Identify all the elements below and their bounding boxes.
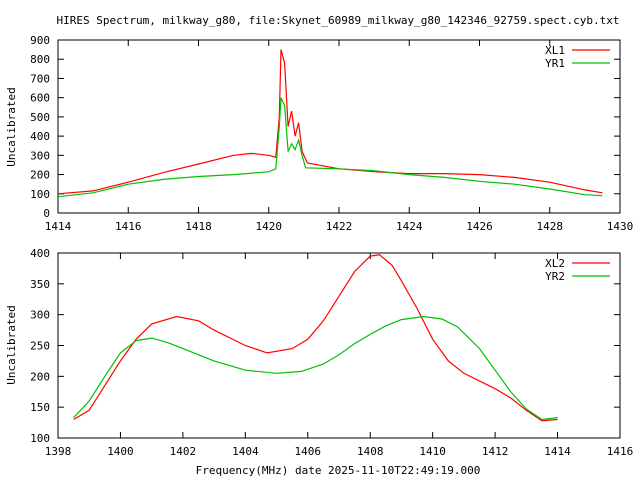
y-tick-label: 100 [30,188,50,201]
x-tick-label: 1402 [170,445,197,458]
y-tick-label: 350 [30,278,50,291]
y-tick-label: 800 [30,53,50,66]
y-tick-label: 200 [30,169,50,182]
chart-title: HIRES Spectrum, milkway_g80, file:Skynet… [57,14,620,27]
y-tick-label: 900 [30,34,50,47]
x-tick-label: 1404 [232,445,259,458]
y-tick-label: 300 [30,149,50,162]
y-tick-label: 400 [30,130,50,143]
y-tick-label: 250 [30,340,50,353]
x-tick-label: 1408 [357,445,384,458]
x-tick-label: 1398 [45,445,72,458]
y-tick-label: 0 [43,207,50,220]
bottom-plot-frame [57,252,621,439]
x-axis-label: Frequency(MHz) date 2025-11-10T22:49:19.… [196,464,481,477]
legend-label-yr2: YR2 [545,270,565,283]
x-tick-label: 1406 [295,445,322,458]
legend-label-yr1: YR1 [545,57,565,70]
x-tick-label: 1424 [396,220,423,233]
x-tick-label: 1400 [107,445,134,458]
x-tick-label: 1420 [256,220,283,233]
y-tick-label: 400 [30,247,50,260]
x-tick-label: 1426 [466,220,493,233]
series-yr2-line [73,315,558,421]
series-yr1-line [57,97,603,198]
series-xl2-line [73,254,558,422]
x-tick-label: 1428 [537,220,564,233]
series-xl1-line [57,49,603,195]
y-tick-label: 700 [30,72,50,85]
x-tick-label: 1412 [482,445,509,458]
y-tick-label: 100 [30,432,50,445]
legend-label-xl2: XL2 [545,257,565,270]
y-tick-label: 150 [30,401,50,414]
legend-label-xl1: XL1 [545,44,565,57]
y-tick-label: 200 [30,370,50,383]
x-tick-label: 1418 [185,220,212,233]
x-tick-label: 1414 [45,220,72,233]
x-tick-label: 1416 [115,220,142,233]
y-tick-label: 600 [30,92,50,105]
bottom-plot: 100 150 200 250 300 350 400 1398 1400 1402 1404 140… [30,247,633,458]
bottom-y-axis-label: Uncalibrated [5,305,18,384]
top-plot: 0 100 200 300 400 500 600 700 800 900 1414 1416 1418… [30,34,633,233]
x-tick-label: 1410 [419,445,446,458]
top-y-axis-label: Uncalibrated [5,87,18,166]
x-tick-label: 1430 [607,220,634,233]
x-tick-label: 1422 [326,220,353,233]
y-tick-label: 500 [30,111,50,124]
y-tick-label: 300 [30,309,50,322]
x-tick-label: 1416 [607,445,634,458]
x-tick-label: 1414 [544,445,571,458]
